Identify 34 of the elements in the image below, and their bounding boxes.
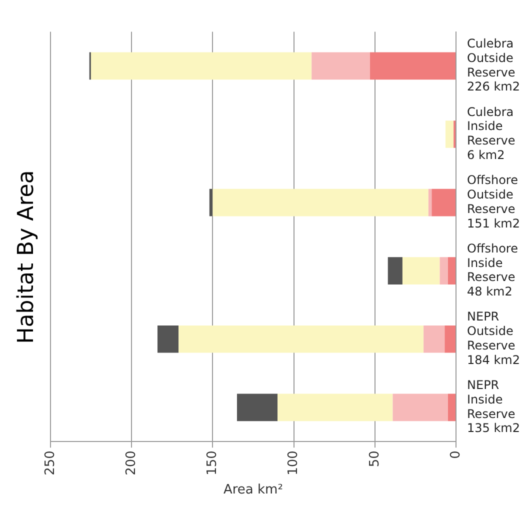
bar [445, 120, 454, 148]
bar [209, 188, 213, 216]
bar [370, 52, 456, 80]
y-tick-label: Offshore Inside Reserve 48 km2 [467, 241, 518, 299]
x-axis-title: Area km² [223, 482, 283, 498]
bar [90, 52, 312, 80]
bar [432, 188, 456, 216]
bar [212, 188, 428, 216]
bar [440, 257, 448, 284]
x-tick-label: 250 [42, 450, 58, 476]
bar [444, 325, 456, 353]
bar [278, 394, 393, 422]
x-tick-label: 0 [448, 450, 464, 459]
y-tick-label: NEPR Outside Reserve 184 km2 [467, 310, 520, 367]
y-tick-label: Offshore Outside Reserve 151 km2 [467, 173, 520, 230]
bar [428, 188, 432, 216]
bar [236, 394, 278, 422]
bar [448, 394, 456, 422]
bar [312, 52, 370, 80]
x-tick-label: 150 [205, 450, 220, 476]
bar [178, 325, 424, 353]
y-tick-label: Culebra Outside Reserve 226 km2 [467, 36, 520, 94]
x-tick-label: 200 [124, 450, 139, 476]
bar [448, 257, 456, 284]
bar [157, 325, 179, 353]
text: Habitat By Area [14, 170, 39, 344]
y-tick-label: Culebra Inside Reserve 6 km2 [467, 104, 516, 162]
x-tick-label: 50 [367, 450, 382, 468]
bar [424, 325, 445, 353]
x-tick-label: 100 [286, 450, 302, 476]
y-tick-label: NEPR Inside Reserve 135 km2 [467, 378, 520, 436]
bar [392, 394, 448, 422]
bar [388, 257, 402, 284]
bar [402, 257, 440, 284]
